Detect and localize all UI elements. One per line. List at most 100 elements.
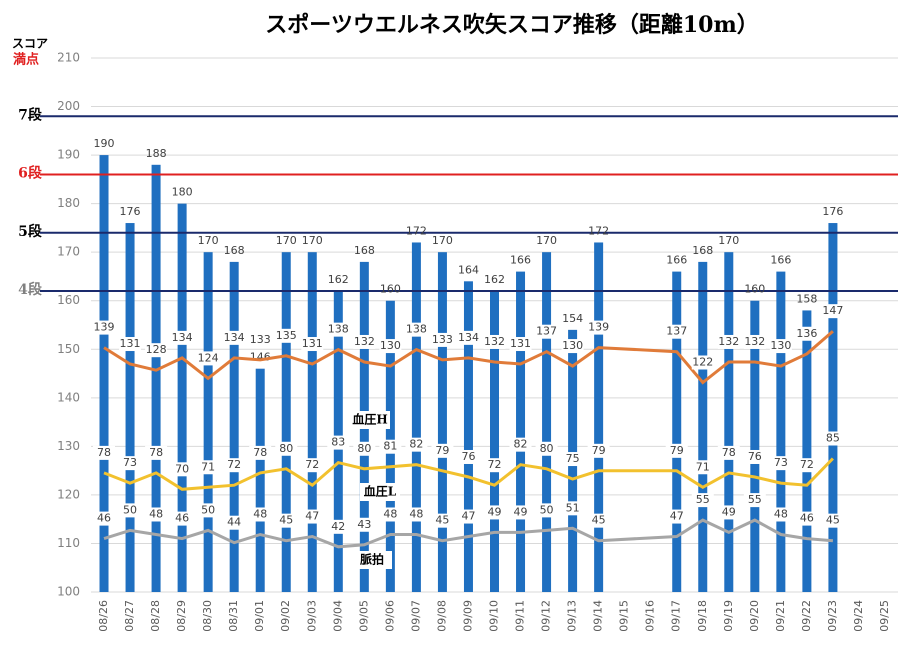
bar [177, 203, 187, 593]
bar-label: 158 [796, 292, 817, 305]
label-background [691, 460, 714, 475]
label-background [717, 505, 740, 520]
point-label: 133 [250, 333, 271, 346]
label-background [821, 431, 844, 446]
bar-label: 170 [432, 234, 453, 247]
label-background [821, 513, 844, 528]
label-background [691, 355, 714, 370]
point-label: 47 [670, 510, 684, 523]
bar [125, 223, 135, 592]
bar-label: 166 [770, 254, 791, 267]
label-background [717, 334, 740, 349]
bar [281, 252, 291, 592]
x-tick-label: 08/27 [123, 600, 136, 632]
point-label: 124 [198, 351, 219, 364]
bar-label: 176 [822, 205, 843, 218]
bar [516, 271, 526, 592]
label-background [171, 511, 194, 526]
label-background [769, 456, 792, 471]
bar-label: 172 [406, 224, 427, 237]
x-tick-label: 08/26 [97, 600, 110, 632]
reference-label: 4段 [18, 281, 42, 298]
label-background [795, 511, 818, 526]
bar [229, 261, 239, 592]
point-label: 138 [406, 323, 427, 336]
label-background [93, 320, 116, 335]
point-label: 44 [227, 516, 241, 529]
point-label: 79 [592, 444, 606, 457]
point-label: 139 [94, 321, 115, 334]
point-label: 70 [175, 462, 189, 475]
y-tick-label: 130 [57, 439, 80, 453]
point-label: 130 [562, 339, 583, 352]
bar [802, 310, 812, 592]
x-tick-label: 09/18 [696, 600, 709, 632]
label-background [457, 330, 480, 345]
reference-label: 5段 [18, 223, 42, 240]
y-tick-label: 100 [57, 585, 80, 599]
point-label: 147 [822, 304, 843, 317]
label-background [171, 330, 194, 345]
point-label: 42 [331, 520, 345, 533]
label-background [821, 304, 844, 319]
point-label: 82 [514, 438, 528, 451]
x-tick-label: 09/17 [670, 600, 683, 632]
label-background [197, 503, 220, 518]
bar [463, 281, 473, 592]
bar [672, 271, 682, 592]
point-label: 75 [566, 452, 580, 465]
point-label: 81 [383, 440, 397, 453]
label-background [301, 337, 324, 352]
point-label: 132 [484, 335, 505, 348]
point-label: 136 [796, 327, 817, 340]
point-label: 128 [146, 343, 167, 356]
point-label: 73 [123, 456, 137, 469]
point-label: 83 [331, 436, 345, 449]
bar-label: 168 [692, 244, 713, 257]
point-label: 72 [800, 458, 814, 471]
x-tick-label: 09/11 [514, 600, 527, 632]
label-background [197, 460, 220, 475]
label-background [301, 458, 324, 473]
point-label: 48 [409, 507, 423, 520]
label-background [249, 507, 272, 522]
label-background [665, 443, 688, 458]
x-tick-label: 09/02 [279, 600, 292, 632]
point-label: 134 [172, 331, 193, 344]
x-tick-label: 09/13 [566, 600, 579, 632]
point-label: 131 [510, 337, 531, 350]
label-background [353, 517, 376, 532]
bar [151, 164, 161, 593]
x-tick-label: 09/20 [748, 600, 761, 632]
bar-label: 170 [276, 234, 297, 247]
label-background [353, 334, 376, 349]
x-tick-label: 08/28 [149, 600, 162, 632]
bar [203, 252, 213, 592]
point-label: 46 [175, 512, 189, 525]
label-background [197, 351, 220, 366]
point-label: 48 [149, 507, 163, 520]
label-background [769, 507, 792, 522]
bar [724, 252, 734, 592]
label-background [171, 462, 194, 477]
point-label: 76 [748, 450, 762, 463]
y-tick-label: 190 [57, 148, 80, 162]
y-axis-label-2: 満点 [13, 52, 39, 68]
bar-label: 162 [484, 273, 505, 286]
bar-label: 180 [172, 186, 193, 199]
point-label: 45 [435, 514, 449, 527]
label-background [717, 445, 740, 460]
bar-label: 162 [328, 273, 349, 286]
x-tick-label: 09/03 [305, 600, 318, 632]
point-label: 139 [588, 321, 609, 334]
y-tick-label: 170 [57, 245, 80, 259]
bar-label: 154 [562, 312, 583, 325]
bar-label: 168 [224, 244, 245, 257]
bar-label: 146 [250, 351, 271, 364]
x-tick-label: 09/25 [878, 600, 891, 632]
label-background [223, 458, 246, 473]
point-label: 78 [722, 446, 736, 459]
label-background [353, 441, 376, 456]
label-background [535, 441, 558, 456]
y-tick-label: 140 [57, 390, 80, 404]
